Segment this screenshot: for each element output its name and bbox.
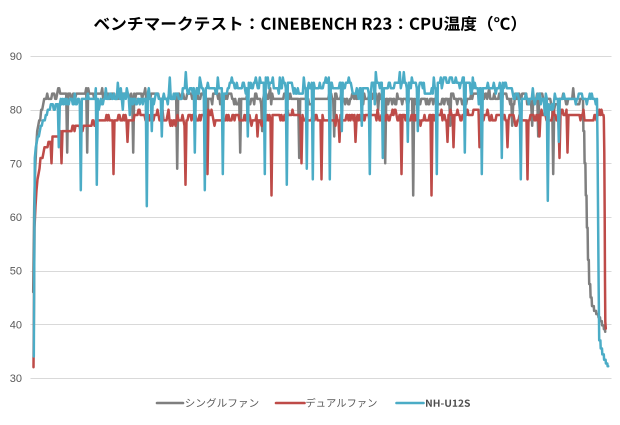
svg-text:90: 90 <box>10 51 22 63</box>
svg-text:80: 80 <box>10 105 22 117</box>
svg-text:30: 30 <box>10 373 22 385</box>
svg-text:70: 70 <box>10 158 22 170</box>
svg-text:40: 40 <box>10 319 22 331</box>
svg-text:60: 60 <box>10 212 22 224</box>
svg-text:50: 50 <box>10 266 22 278</box>
